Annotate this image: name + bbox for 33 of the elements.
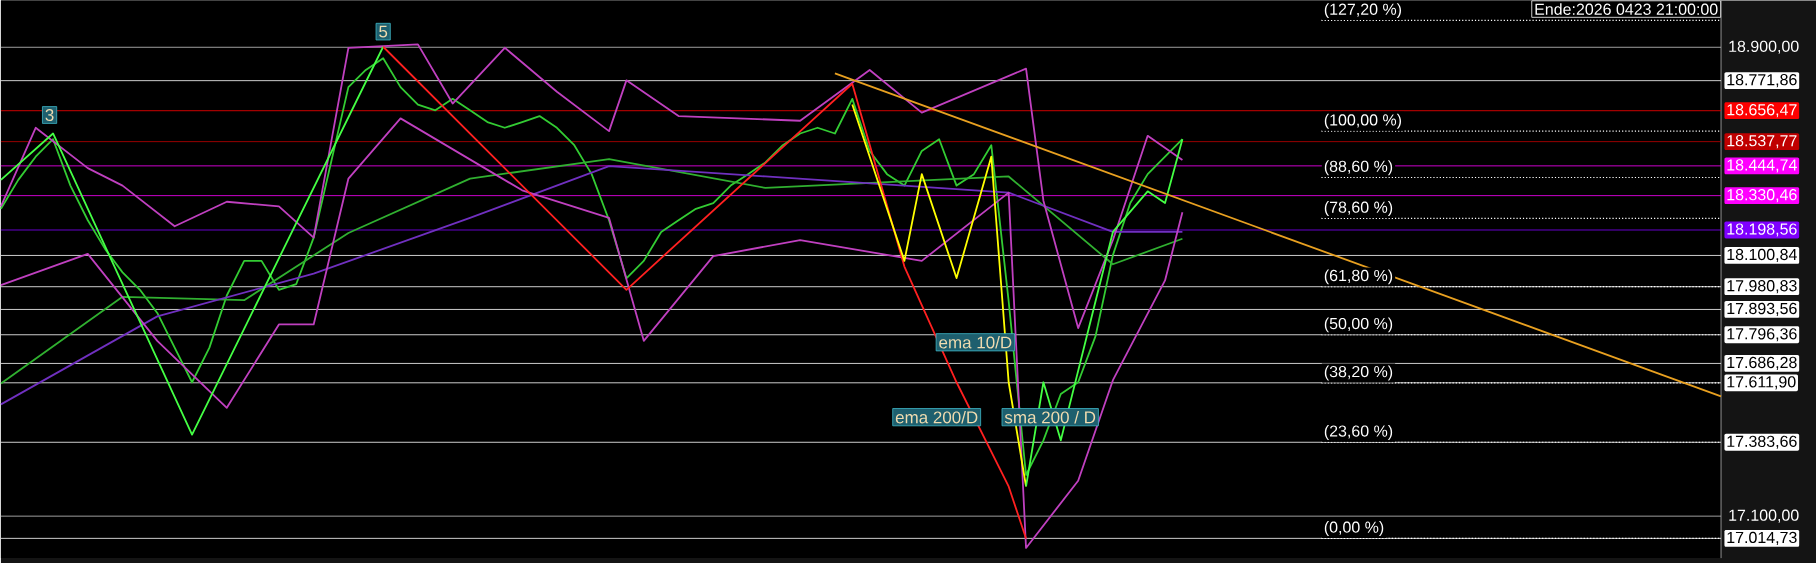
ref-line-label: 18.100,84 <box>1727 248 1797 262</box>
ref-line-label: 17.893,56 <box>1727 302 1797 316</box>
ref-line-label: 18.771,86 <box>1727 74 1797 88</box>
ref-line-label: 18.198,56 <box>1727 223 1797 237</box>
annotation: 5 <box>379 25 388 38</box>
ref-line-label: 17.980,83 <box>1727 280 1797 294</box>
ref-line-label: 18.656,47 <box>1727 104 1797 118</box>
ref-line-label: 18.330,46 <box>1727 188 1797 203</box>
annotation: ema 200/D <box>895 410 978 424</box>
annotation: (61,80 %) <box>1324 269 1393 285</box>
annotation: (88,60 %) <box>1324 160 1393 176</box>
ref-line-label: 17.383,66 <box>1727 435 1797 449</box>
annotation: Ende:2026 0423 21:00:00 <box>1535 3 1718 15</box>
ref-line-label: 18.537,77 <box>1727 134 1797 149</box>
annotation: ema 10/D <box>939 335 1012 349</box>
ref-line-label: 18.444,74 <box>1727 159 1797 173</box>
y-tick-label: 18.900,00 <box>1729 40 1799 54</box>
annotation: (78,60 %) <box>1324 201 1393 216</box>
ref-line-label: 17.686,28 <box>1727 356 1797 370</box>
line-series <box>0 43 1184 329</box>
ref-line-label: 17.611,90 <box>1727 376 1796 390</box>
ref-line-label: 17.014,73 <box>1727 531 1797 545</box>
annotation: (50,00 %) <box>1324 317 1393 333</box>
annotation: (23,60 %) <box>1324 424 1393 440</box>
annotation: (38,20 %) <box>1324 365 1393 381</box>
annotation: 3 <box>45 108 54 121</box>
annotation: sma 200 / D <box>1004 410 1096 424</box>
line-series <box>0 45 385 436</box>
annotation: (127,20 %) <box>1324 3 1402 19</box>
y-tick-label: 17.100,00 <box>1729 509 1799 523</box>
ref-line-label: 17.796,36 <box>1727 328 1797 342</box>
annotation: (100,00 %) <box>1324 113 1402 129</box>
annotation: (0,00 %) <box>1324 521 1384 536</box>
